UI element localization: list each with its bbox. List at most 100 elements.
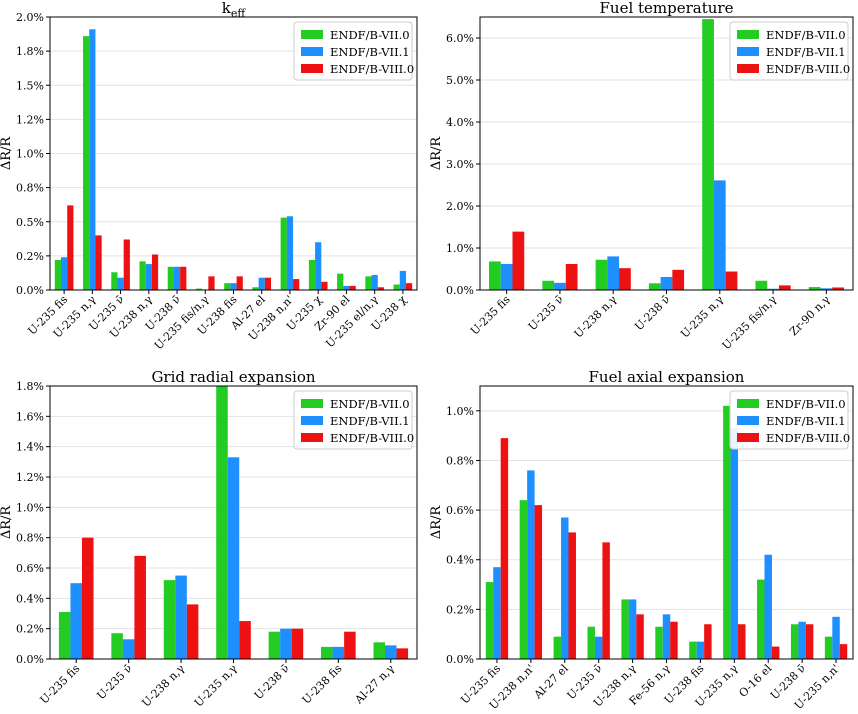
y-tick-label: 1.0% [16, 501, 44, 514]
y-tick-label: 0.6% [16, 562, 44, 575]
bar-endf-b-vii-0 [587, 626, 595, 659]
bar-endf-b-vii-0 [485, 582, 494, 659]
bar-endf-b-vii-0 [689, 641, 697, 659]
legend-box [729, 21, 849, 81]
bar-endf-b-viii-0 [95, 235, 102, 290]
y-tick-label: 1.8% [16, 380, 44, 393]
bar-endf-b-vii-0 [595, 259, 608, 290]
bar-endf-b-vii-1 [660, 276, 673, 290]
y-tick-label: 3.0% [446, 158, 474, 171]
bar-endf-b-vii-1 [117, 277, 124, 290]
legend-box [293, 390, 413, 450]
bar-endf-b-vii-0 [648, 283, 661, 290]
bar-endf-b-viii-0 [738, 624, 746, 659]
bar-endf-b-vii-0 [393, 284, 400, 290]
plot-frame [479, 385, 854, 660]
bar-endf-b-vii-0 [111, 633, 123, 659]
bar-endf-b-vii-1 [227, 457, 240, 659]
y-tick-label: 1.8% [16, 45, 44, 58]
legend-label: ENDF/B-VII.1 [766, 414, 846, 428]
legend-swatch [737, 399, 759, 408]
bar-endf-b-viii-0 [405, 283, 413, 290]
y-tick-label: 1.6% [16, 410, 44, 423]
legend: ENDF/B-VII.0 ENDF/B-VII.1 ENDF/B-VIII.0 [729, 390, 850, 450]
bar-endf-b-vii-1 [175, 575, 187, 659]
plot-frame [479, 16, 854, 291]
y-tick-label: 1.0% [446, 242, 474, 255]
y-tick-label: 2.0% [16, 11, 44, 24]
bar-endf-b-vii-1 [371, 274, 378, 290]
bar-endf-b-vii-1 [730, 428, 739, 659]
bar-endf-b-viii-0 [321, 281, 328, 290]
bar-endf-b-viii-0 [67, 205, 74, 290]
chart-title: Grid radial expansion [151, 368, 315, 386]
bar-endf-b-vii-0 [337, 273, 344, 290]
bar-endf-b-viii-0 [180, 266, 187, 290]
legend: ENDF/B-VII.0 ENDF/B-VII.1 ENDF/B-VIII.0 [729, 21, 850, 81]
bar-endf-b-viii-0 [377, 287, 384, 290]
bar-endf-b-vii-0 [621, 599, 629, 659]
legend-swatch [737, 47, 759, 56]
bar-endf-b-viii-0 [839, 644, 848, 659]
bar-endf-b-vii-1 [332, 646, 345, 659]
legend-label: ENDF/B-VII.0 [330, 397, 410, 411]
legend-swatch [737, 416, 759, 425]
y-tick-label: 0.6% [446, 504, 474, 517]
x-tick-label: U-235 fis [38, 662, 83, 707]
bar-endf-b-vii-0 [755, 280, 768, 290]
legend-label: ENDF/B-VIII.0 [330, 62, 414, 76]
bar-endf-b-vii-1 [343, 285, 350, 290]
bar-endf-b-viii-0 [602, 542, 610, 659]
y-tick-label: 0.2% [446, 603, 474, 616]
bar-endf-b-vii-0 [702, 19, 714, 290]
bar-endf-b-vii-1 [561, 517, 569, 659]
bar-endf-b-vii-0 [655, 626, 663, 659]
bar-endf-b-vii-1 [662, 614, 671, 659]
bar-endf-b-vii-1 [832, 616, 840, 659]
legend-box [729, 390, 849, 450]
bar-endf-b-viii-0 [771, 646, 780, 659]
chart-title: Fuel axial expansion [589, 368, 745, 386]
bar-endf-b-viii-0 [568, 532, 576, 659]
y-tick-label: 0.0% [16, 653, 44, 666]
legend-label: ENDF/B-VIII.0 [330, 431, 414, 445]
bar-endf-b-vii-0 [195, 288, 203, 290]
bar-endf-b-vii-1 [173, 266, 181, 290]
bar-endf-b-vii-0 [252, 287, 259, 290]
y-tick-label: 0.2% [16, 623, 44, 636]
legend-label: ENDF/B-VIII.0 [766, 62, 850, 76]
bar-endf-b-viii-0 [291, 628, 304, 659]
y-tick-label: 4.0% [446, 116, 474, 129]
bar-endf-b-vii-0 [111, 272, 118, 290]
bar-endf-b-viii-0 [264, 277, 272, 290]
bar-endf-b-vii-1 [798, 621, 806, 659]
bar-endf-b-viii-0 [500, 438, 509, 659]
bar-endf-b-vii-0 [808, 287, 821, 290]
y-tick-label: 0.8% [16, 532, 44, 545]
bar-endf-b-viii-0 [636, 614, 644, 659]
plot-frame [49, 385, 418, 660]
y-axis-label: ΔR/R [0, 505, 14, 540]
bar-endf-b-vii-1 [230, 283, 237, 290]
bar-endf-b-vii-1 [286, 216, 294, 290]
y-tick-label: 0.4% [16, 592, 44, 605]
x-tick-label: U-235 n,γ [678, 293, 726, 341]
bar-endf-b-viii-0 [512, 231, 525, 290]
y-tick-label: 0.5% [16, 216, 44, 229]
chart-title: keff [222, 0, 247, 20]
bar-endf-b-viii-0 [293, 279, 300, 290]
bar-endf-b-vii-0 [824, 636, 833, 659]
bar-endf-b-vii-1 [820, 288, 833, 290]
bar-endf-b-vii-0 [365, 276, 372, 290]
bar-endf-b-viii-0 [396, 648, 409, 659]
y-tick-label: 1.4% [16, 441, 44, 454]
x-tick-label: U-235 fis/n,γ [720, 293, 780, 353]
x-tick-label: U-235 ν̄ [94, 662, 135, 703]
legend-swatch [301, 30, 323, 39]
bar-endf-b-viii-0 [672, 269, 685, 290]
legend-swatch [301, 64, 323, 73]
bar-endf-b-viii-0 [186, 604, 199, 659]
y-tick-label: 0.0% [446, 284, 474, 297]
legend-label: ENDF/B-VII.0 [766, 397, 846, 411]
